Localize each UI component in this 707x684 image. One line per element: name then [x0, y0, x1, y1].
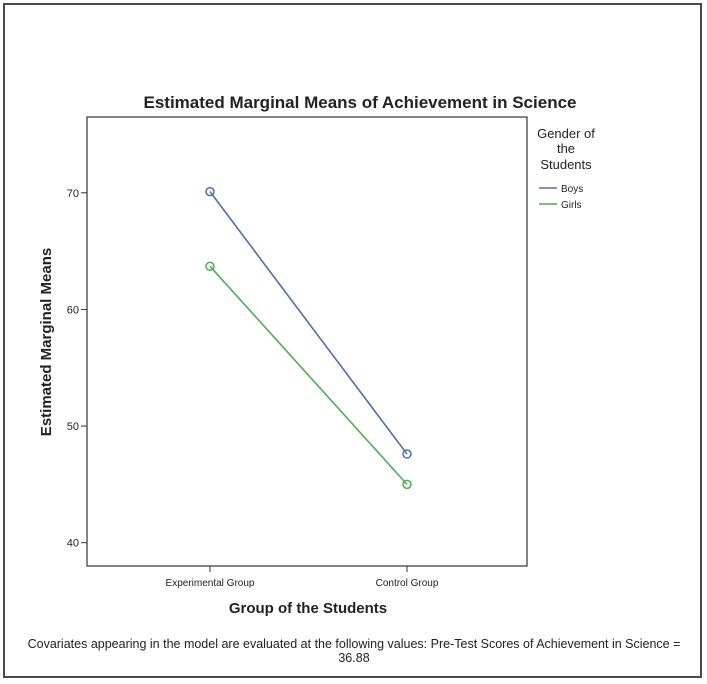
x-axis: Experimental Group Control Group	[166, 566, 439, 589]
point-girls-0	[205, 261, 215, 272]
covariates-footnote: Covariates appearing in the model are ev…	[27, 637, 681, 665]
point-boys-1	[402, 449, 412, 459]
legend-title-line-2: the	[557, 141, 575, 156]
point-girls-1	[402, 479, 412, 490]
series-line-girls	[209, 265, 408, 485]
legend-label-boys: Boys	[561, 184, 583, 195]
plot-area	[86, 116, 528, 567]
x-axis-title: Group of the Students	[229, 600, 387, 617]
legend: Gender of the Students Boys Girls	[537, 126, 595, 211]
series-line-boys	[209, 191, 408, 455]
chart-title: Estimated Marginal Means of Achievement …	[143, 93, 576, 112]
y-axis: 40 50 60 70	[67, 188, 87, 550]
series-layer	[205, 186, 412, 490]
y-tick-label-70: 70	[67, 188, 79, 200]
y-tick-label-40: 40	[67, 538, 79, 550]
x-tick-label-0: Experimental Group	[166, 578, 255, 589]
legend-label-girls: Girls	[561, 200, 582, 211]
point-boys-0	[205, 186, 215, 197]
y-tick-label-60: 60	[67, 304, 79, 316]
y-tick-label-50: 50	[67, 421, 79, 433]
legend-title-line-3: Students	[540, 157, 592, 172]
y-axis-title: Estimated Marginal Means	[38, 248, 55, 436]
x-tick-label-1: Control Group	[376, 578, 439, 589]
legend-items: Boys Girls	[539, 184, 583, 211]
legend-title-line-1: Gender of	[537, 126, 595, 141]
